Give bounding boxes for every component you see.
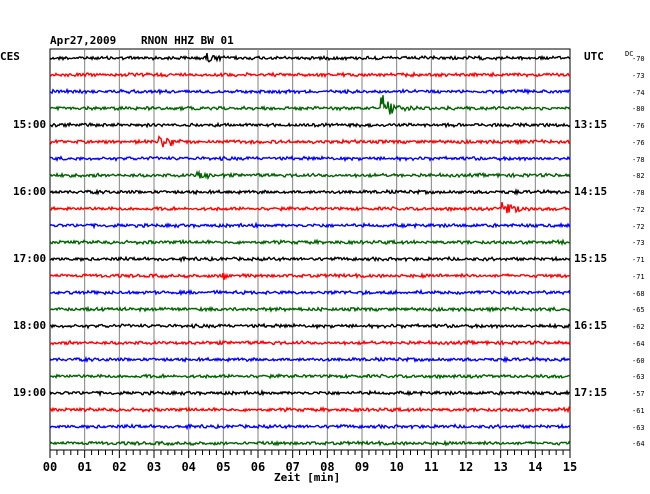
trace-line: [49, 221, 571, 230]
dc-offset-value: -62: [632, 323, 645, 331]
trace-rows: [49, 53, 571, 447]
x-tick-label: 10: [389, 460, 403, 474]
dc-offset-value: -63: [632, 423, 645, 432]
x-tick-label: 03: [147, 460, 161, 474]
x-tick-label: 02: [112, 460, 126, 474]
local-time-label: 16:00: [13, 185, 47, 198]
x-tick-label: 12: [459, 460, 473, 474]
trace-line: [49, 322, 571, 330]
dc-offset-value: -61: [632, 406, 645, 415]
trace-line: [49, 389, 571, 397]
x-tick-label: 09: [355, 460, 369, 474]
trace-line: [49, 95, 571, 115]
utc-timezone-label: UTC: [584, 50, 604, 63]
trace-line: [49, 201, 571, 214]
trace-line: [49, 372, 571, 380]
dc-offset-value: -72: [632, 205, 645, 214]
trace-line: [49, 238, 571, 246]
dc-offset-value: -71: [632, 272, 645, 281]
trace-line: [49, 169, 571, 181]
dc-offset-value: -72: [632, 222, 645, 231]
x-tick-label: 13: [493, 460, 507, 474]
trace-line: [49, 53, 571, 63]
trace-line: [49, 134, 571, 148]
x-tick-label: 01: [77, 460, 91, 474]
trace-line: [49, 288, 571, 297]
trace-line: [49, 355, 571, 364]
station-label: RNON HHZ BW 01: [141, 34, 234, 47]
x-tick-label: 00: [43, 460, 57, 474]
local-timezone-label: CES: [0, 50, 20, 63]
x-tick-label: 08: [320, 460, 334, 474]
dc-offset-value: -57: [632, 390, 645, 398]
trace-line: [49, 121, 571, 129]
x-tick-label: 11: [424, 460, 438, 474]
dc-offset-value: -64: [632, 339, 645, 348]
dc-offset-value: -74: [632, 88, 645, 97]
dc-offset-value: -78: [632, 155, 645, 164]
dc-header-label: DC: [625, 50, 634, 58]
x-tick-label: 05: [216, 460, 230, 474]
trace-line: [49, 305, 571, 313]
local-time-label: 18:00: [13, 319, 47, 332]
utc-time-label: 15:15: [574, 252, 608, 265]
dc-offset-value: -82: [632, 172, 645, 181]
trace-line: [49, 405, 571, 414]
local-time-label: 15:00: [13, 118, 47, 131]
plot-frame: [49, 48, 571, 451]
utc-time-label: 16:15: [574, 319, 608, 332]
date-label: Apr27,2009: [50, 34, 117, 47]
x-tick-label: 14: [528, 460, 542, 474]
trace-line: [49, 272, 571, 281]
trace-line: [49, 423, 571, 431]
utc-time-label: 17:15: [574, 386, 608, 399]
x-tick-label: 04: [181, 460, 195, 474]
dc-offset-value: -63: [632, 373, 645, 382]
dc-offset-value: -78: [632, 189, 645, 197]
x-axis-label: Zeit [min]: [274, 471, 341, 484]
dc-offset-value: -76: [632, 122, 645, 130]
trace-line: [49, 188, 571, 196]
trace-line: [49, 255, 571, 263]
trace-line: [49, 439, 571, 447]
minute-gridlines: [84, 49, 536, 450]
trace-line: [49, 70, 571, 79]
x-tick-label: 06: [251, 460, 265, 474]
local-time-label: 19:00: [13, 386, 47, 399]
dc-offset-value: -73: [632, 71, 645, 80]
dc-offset-value: -70: [632, 55, 645, 63]
dc-offset-value: -60: [632, 356, 645, 365]
utc-time-label: 13:15: [574, 118, 608, 131]
utc-time-label: 14:15: [574, 185, 608, 198]
trace-line: [49, 154, 571, 163]
dc-offset-value: -64: [632, 440, 645, 449]
dc-offset-value: -73: [632, 239, 645, 248]
trace-line: [49, 87, 571, 96]
x-axis-ticks: 00 01 02 03 04 05 06 07 08 09 10 11 12 13 14 15: [43, 450, 577, 474]
dc-offset-value: -80: [632, 105, 645, 114]
x-tick-label: 15: [563, 460, 577, 474]
dc-offset-value: -71: [632, 256, 645, 264]
dc-offset-value: -68: [632, 289, 645, 298]
trace-line: [49, 339, 571, 347]
dc-offset-value: -76: [632, 138, 645, 147]
x-tick-label: 07: [285, 460, 299, 474]
local-time-label: 17:00: [13, 252, 47, 265]
dc-offset-value: -65: [632, 306, 645, 315]
